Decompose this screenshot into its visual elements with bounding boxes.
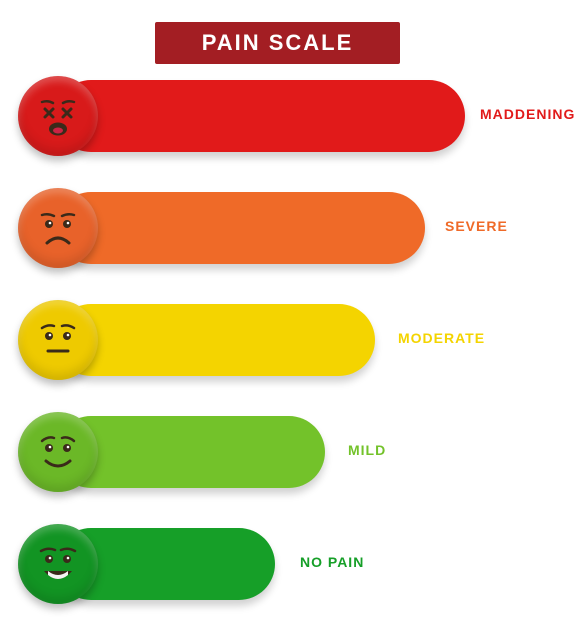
pain-level-label: MADDENING <box>480 106 575 122</box>
pain-level-bar <box>55 304 375 376</box>
pain-level-label: SEVERE <box>445 218 508 234</box>
pain-scale-rows: MADDENING SEVERE MODERATE MILD NO PAIN <box>0 70 587 630</box>
pain-level-label: MILD <box>348 442 386 458</box>
pain-face-icon <box>18 300 98 380</box>
pain-level-bar <box>55 192 425 264</box>
pain-level-bar <box>55 80 465 152</box>
pain-face-icon <box>18 188 98 268</box>
pain-face-icon <box>18 76 98 156</box>
title-bar: PAIN SCALE <box>155 22 400 64</box>
pain-level-row: NO PAIN <box>0 518 587 630</box>
pain-level-row: MILD <box>0 406 587 518</box>
pain-level-label: NO PAIN <box>300 554 364 570</box>
title-text: PAIN SCALE <box>202 30 354 56</box>
pain-level-row: MODERATE <box>0 294 587 406</box>
pain-face-icon <box>18 412 98 492</box>
pain-level-row: SEVERE <box>0 182 587 294</box>
pain-face-icon <box>18 524 98 604</box>
pain-level-label: MODERATE <box>398 330 485 346</box>
pain-level-row: MADDENING <box>0 70 587 182</box>
